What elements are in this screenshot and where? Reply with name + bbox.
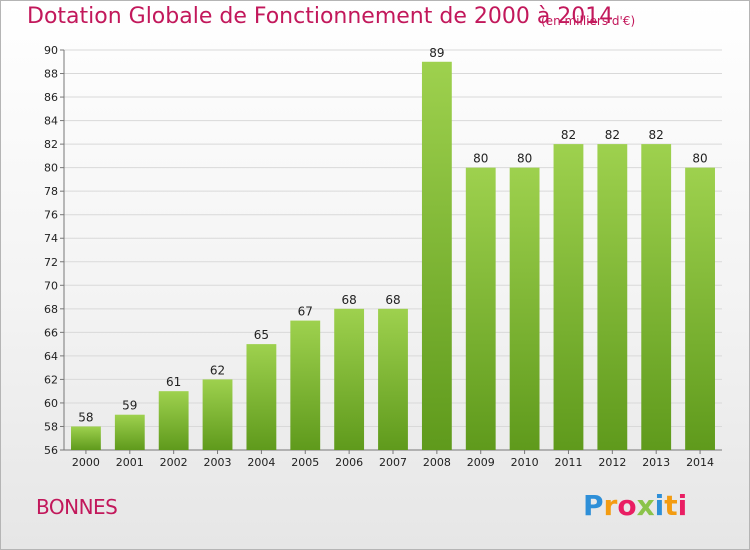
logo-letter: o: [617, 489, 637, 522]
y-tick-label: 56: [44, 444, 58, 457]
logo-letter: r: [603, 489, 618, 522]
data-label: 65: [254, 328, 269, 342]
y-tick-label: 60: [44, 397, 58, 410]
y-tick-label: 72: [44, 256, 58, 269]
data-label: 80: [692, 152, 707, 166]
y-tick-label: 90: [44, 44, 58, 57]
x-tick-label: 2014: [686, 456, 714, 469]
chart-subtitle: (en milliers d'€): [541, 14, 636, 28]
data-label: 67: [298, 305, 313, 319]
x-tick-label: 2012: [598, 456, 626, 469]
bar-2014: [685, 167, 715, 450]
x-tick-label: 2013: [642, 456, 670, 469]
bar-2004: [246, 344, 277, 450]
data-label: 82: [561, 128, 576, 142]
logo-letter: P: [583, 489, 604, 522]
labels: 56 58 60 62 64 66 68 70 72 74 76 78 80 82 84 86 88 90 2000…: [44, 44, 714, 469]
logo-letter: i: [677, 489, 688, 522]
bar-2005: [290, 320, 321, 450]
y-tick-label: 88: [44, 68, 58, 81]
y-tick-label: 64: [44, 350, 58, 363]
x-tick-label: 2005: [291, 456, 319, 469]
y-tick-label: 84: [44, 115, 58, 128]
x-tick-label: 2011: [554, 456, 582, 469]
y-tick-label: 62: [44, 373, 58, 386]
data-label: 82: [649, 128, 664, 142]
commune-name: BONNES: [36, 495, 118, 519]
x-tick-label: 2009: [467, 456, 495, 469]
logo-letter: t: [664, 489, 678, 522]
bar-2011: [553, 144, 584, 450]
x-tick-label: 2004: [247, 456, 275, 469]
data-label: 59: [122, 399, 137, 413]
x-tick-label: 2003: [204, 456, 232, 469]
x-tick-label: 2006: [335, 456, 363, 469]
bar-2009: [465, 167, 496, 450]
y-tick-label: 78: [44, 185, 58, 198]
data-label: 80: [517, 152, 532, 166]
chart-title: Dotation Globale de Fonctionnement de 20…: [27, 4, 614, 29]
y-tick-label: 70: [44, 279, 58, 292]
x-tick-label: 2008: [423, 456, 451, 469]
bar-2013: [641, 144, 672, 450]
bar-2000: [71, 426, 101, 450]
y-tick-label: 80: [44, 162, 58, 175]
bars: [71, 61, 715, 450]
y-tick-label: 66: [44, 326, 58, 339]
y-tick-label: 82: [44, 138, 58, 151]
proxiti-logo: Proxiti: [583, 489, 687, 522]
x-tick-label: 2002: [160, 456, 188, 469]
data-label: 82: [605, 128, 620, 142]
data-label: 68: [385, 293, 400, 307]
x-tick-label: 2001: [116, 456, 144, 469]
x-tick-label: 2000: [72, 456, 100, 469]
bar-2002: [158, 391, 189, 450]
data-label: 62: [210, 363, 225, 377]
data-label: 68: [341, 293, 356, 307]
x-tick-label: 2007: [379, 456, 407, 469]
y-tick-label: 58: [44, 420, 58, 433]
y-tick-label: 68: [44, 303, 58, 316]
data-label: 80: [473, 152, 488, 166]
bar-2007: [378, 308, 408, 450]
bar-2012: [597, 144, 628, 450]
data-label: 61: [166, 375, 181, 389]
data-label: 58: [78, 410, 93, 424]
bar-2001: [114, 414, 145, 450]
logo-letter: x: [636, 489, 655, 522]
y-tick-label: 76: [44, 209, 58, 222]
bar-2008: [421, 61, 452, 450]
x-tick-label: 2010: [511, 456, 539, 469]
logo-letter: i: [654, 489, 665, 522]
bar-2010: [509, 167, 540, 450]
y-tick-label: 74: [44, 232, 58, 245]
data-label: 89: [429, 46, 444, 60]
y-tick-label: 86: [44, 91, 58, 104]
bar-2006: [334, 308, 365, 450]
bar-2003: [202, 379, 233, 450]
